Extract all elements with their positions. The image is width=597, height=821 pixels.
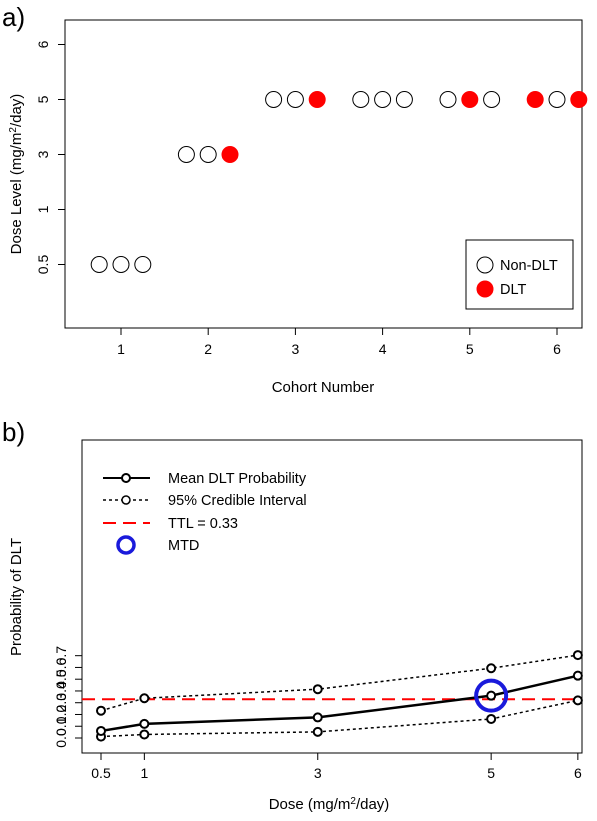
dlt-point (461, 91, 479, 108)
non-dlt-point (134, 256, 152, 273)
legend-non-dlt-marker (476, 256, 494, 274)
panel-b-y-tick-label: 0.3 (53, 693, 69, 713)
panel-a-y-axis-label: Dose Level (mg/m2/day) (8, 94, 25, 255)
ci-lower-point (486, 713, 497, 724)
legend-dlt-marker (476, 280, 494, 298)
ci-upper-point (572, 650, 583, 661)
ci-lower-line (100, 699, 579, 738)
non-dlt-point (199, 146, 217, 163)
dlt-point (308, 91, 326, 108)
panel-b-x-tick-label: 5 (487, 765, 495, 781)
panel-a-x-tick-label: 4 (379, 341, 387, 357)
panel-b-y-tick-label: 0.5 (53, 669, 69, 689)
ci-upper-point (96, 705, 106, 716)
panel-b-y-tick-label: 0.0 (53, 728, 69, 748)
legend-ci-marker (121, 495, 131, 505)
panel-a-points (90, 91, 588, 273)
panel-b-y-axis: 0.00.10.20.30.40.50.60.7 (53, 646, 82, 748)
panel-a-x-axis-label: Cohort Number (272, 379, 375, 396)
panel-a-y-tick-label: 3 (35, 150, 51, 158)
mtd-marker (474, 678, 509, 713)
panel-b-x-tick-label: 0.5 (91, 765, 111, 781)
panel-b-y-tick-label: 0.7 (53, 646, 69, 666)
legend-mtd-marker (116, 535, 136, 555)
panel-b-x-axis-label: Dose (mg/m2/day) (269, 796, 390, 813)
panel-a-legend: Non-DLT DLT (465, 239, 574, 310)
panel-a-legend-box (465, 239, 574, 310)
mean-point (312, 712, 323, 723)
panel-a-y-tick-label: 0.5 (35, 255, 51, 275)
legend-mean-marker (121, 473, 131, 483)
non-dlt-point (112, 256, 130, 273)
panel-a-x-tick-label: 1 (117, 341, 125, 357)
legend-ci-label: 95% Credible Interval (168, 493, 307, 509)
panel-b-letter: b) (2, 417, 25, 447)
dlt-point (526, 91, 544, 108)
panel-b-y-tick-label: 0.6 (53, 657, 69, 677)
legend-non-dlt-label: Non-DLT (500, 258, 558, 274)
legend-mtd-label: MTD (168, 538, 199, 554)
non-dlt-point (483, 91, 501, 108)
non-dlt-point (439, 91, 457, 108)
ci-upper-point (139, 693, 150, 704)
dlt-point (570, 91, 588, 108)
mean-point (139, 718, 150, 729)
panel-b-x-tick-label: 3 (314, 765, 322, 781)
panel-a-x-tick-label: 2 (204, 341, 212, 357)
panel-b-x-tick-label: 1 (140, 765, 148, 781)
panel-b-legend: Mean DLT Probability 95% Credible Interv… (103, 471, 307, 555)
panel-b-series (96, 650, 583, 742)
non-dlt-point (374, 91, 392, 108)
panel-b-y-tick-label: 0.2 (53, 705, 69, 725)
panel-b-y-axis-label: Probability of DLT (8, 538, 25, 656)
panel-a-y-tick-label: 1 (35, 205, 51, 213)
panel-b-probability-chart: b) 0.5 1 3 5 6 0.00.10.20.30.40.50.60.7 Dose… (2, 417, 583, 813)
panel-a-x-tick-label: 6 (553, 341, 561, 357)
panel-a-y-tick-label: 6 (35, 40, 51, 48)
panel-b-plot-frame (81, 439, 583, 754)
panel-a-x-tick-label: 3 (292, 341, 300, 357)
ci-upper-point (312, 684, 323, 695)
panel-a-x-tick-label: 5 (466, 341, 474, 357)
legend-dlt-label: DLT (500, 282, 526, 298)
mean-point (96, 725, 106, 736)
panel-a-y-axis: 0.5 1 3 5 6 (35, 40, 65, 274)
panel-a-plot-frame (64, 19, 583, 329)
ci-lower-point (312, 726, 323, 737)
mean-point (486, 690, 497, 701)
dlt-point (221, 146, 239, 163)
ci-lower-point (139, 729, 150, 740)
mean-point (572, 670, 583, 681)
panel-b-y-tick-label: 0.1 (53, 716, 69, 736)
panel-b-y-tick-label: 0.4 (53, 681, 69, 701)
non-dlt-point (177, 146, 195, 163)
panel-b-x-axis: 0.5 1 3 5 6 (91, 753, 582, 781)
ci-upper-point (486, 663, 497, 674)
panel-a-dose-chart: a) 1 2 3 4 5 6 0.5 1 3 5 6 Cohort Number Dose Lev… (2, 2, 588, 396)
legend-mean-label: Mean DLT Probability (168, 471, 307, 487)
non-dlt-point (286, 91, 304, 108)
panel-a-x-axis: 1 2 3 4 5 6 (117, 328, 561, 357)
panel-a-letter: a) (2, 2, 25, 32)
non-dlt-point (548, 91, 566, 108)
non-dlt-point (265, 91, 283, 108)
panel-b-x-tick-label: 6 (574, 765, 582, 781)
legend-ttl-label: TTL = 0.33 (168, 516, 238, 532)
non-dlt-point (90, 256, 108, 273)
non-dlt-point (352, 91, 370, 108)
ci-lower-point (572, 695, 583, 706)
non-dlt-point (395, 91, 413, 108)
panel-a-y-tick-label: 5 (35, 95, 51, 103)
